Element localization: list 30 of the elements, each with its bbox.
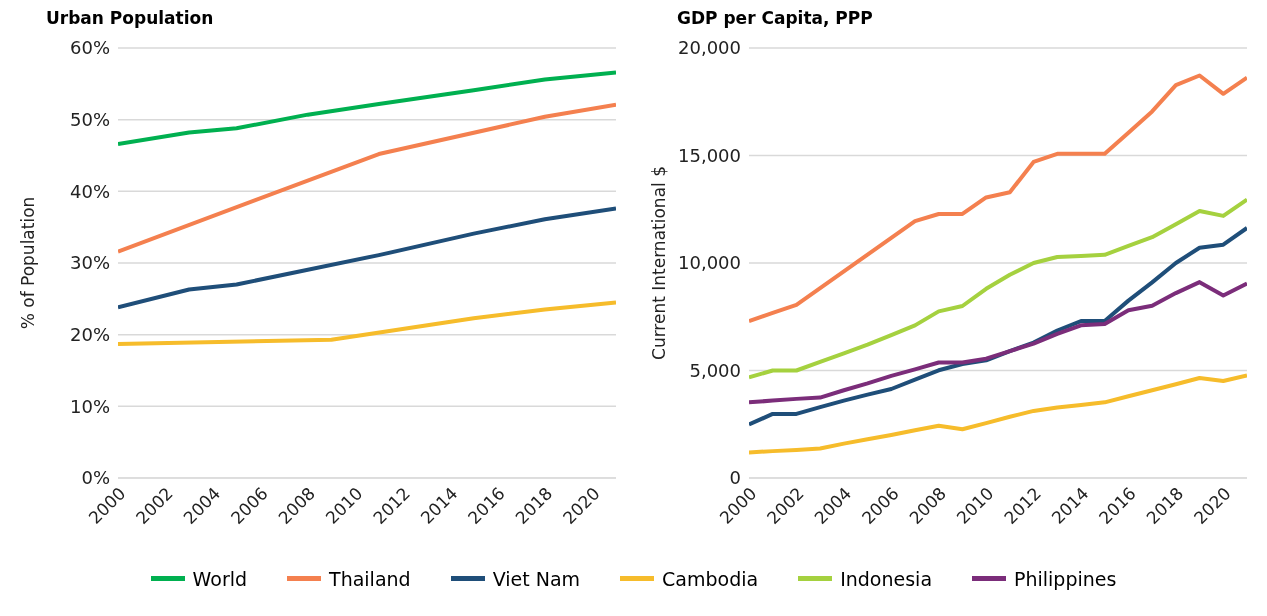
line-series — [118, 206, 616, 310]
y-tick-label: 10,000 — [678, 252, 741, 274]
legend-label: Philippines — [1014, 568, 1117, 590]
line-series — [749, 373, 1247, 455]
legend-label: Cambodia — [662, 568, 759, 590]
y-tick-label: 20,000 — [678, 37, 741, 59]
line-series — [118, 102, 616, 254]
y-tick-label: 50% — [69, 109, 110, 131]
line-series — [118, 70, 616, 147]
y-tick-label: 15,000 — [678, 144, 741, 166]
chart-title: GDP per Capita, PPP — [677, 8, 874, 30]
y-tick-label: 20% — [69, 324, 110, 346]
legend-label: Viet Nam — [492, 568, 581, 590]
y-tick-label: 5,000 — [689, 359, 741, 381]
chart-title: Urban Population — [46, 8, 215, 30]
legend-label: Indonesia — [840, 568, 933, 590]
y-axis-title: Current International $ — [649, 166, 670, 360]
legend-label: Thailand — [329, 568, 411, 590]
y-tick-label: 0 — [729, 467, 741, 489]
y-axis-title: % of Population — [18, 196, 39, 330]
y-tick-label: 40% — [69, 180, 110, 202]
line-series — [749, 197, 1247, 380]
legend-label: World — [192, 568, 248, 590]
y-tick-label: 10% — [69, 395, 110, 417]
line-series — [749, 73, 1247, 324]
line-series — [118, 300, 616, 346]
line-series — [749, 280, 1247, 405]
y-tick-label: 0% — [81, 467, 110, 489]
y-tick-label: 60% — [69, 37, 110, 59]
y-tick-label: 30% — [69, 252, 110, 274]
